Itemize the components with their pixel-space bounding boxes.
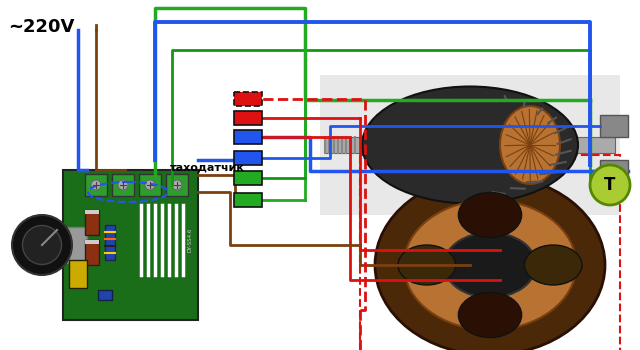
Circle shape	[118, 180, 128, 190]
Bar	[600, 115, 628, 137]
Bar	[85, 210, 99, 214]
Ellipse shape	[458, 293, 522, 337]
Ellipse shape	[362, 86, 578, 203]
Circle shape	[91, 180, 101, 190]
Bar	[234, 92, 262, 106]
Bar	[600, 160, 628, 182]
Bar	[85, 240, 99, 244]
Bar	[234, 130, 262, 144]
Text: таходатчик: таходатчик	[170, 163, 245, 173]
Ellipse shape	[444, 232, 536, 298]
Bar	[112, 174, 134, 196]
Text: DY-SS4.6: DY-SS4.6	[188, 228, 193, 252]
Circle shape	[12, 215, 72, 275]
Bar	[320, 75, 620, 215]
Ellipse shape	[375, 175, 605, 350]
Circle shape	[145, 180, 155, 190]
Text: T: T	[604, 176, 616, 194]
Ellipse shape	[404, 200, 576, 330]
Bar	[325, 137, 615, 153]
Circle shape	[172, 180, 182, 190]
Bar	[234, 151, 262, 165]
Ellipse shape	[458, 193, 522, 238]
Circle shape	[22, 225, 61, 265]
Circle shape	[590, 165, 630, 205]
Bar	[234, 193, 262, 207]
Bar	[360, 155, 620, 350]
Bar	[105, 225, 115, 260]
Bar	[139, 174, 161, 196]
Ellipse shape	[500, 106, 560, 184]
Bar	[234, 171, 262, 185]
Bar	[85, 210, 99, 235]
Bar	[166, 174, 188, 196]
Ellipse shape	[398, 245, 456, 285]
Bar	[234, 111, 262, 125]
Bar	[63, 170, 198, 320]
Text: ~220V: ~220V	[8, 18, 74, 36]
Ellipse shape	[525, 245, 582, 285]
Bar	[85, 240, 99, 265]
Bar	[85, 174, 107, 196]
Bar	[67, 227, 87, 263]
Bar	[69, 260, 87, 288]
Bar	[98, 290, 112, 300]
